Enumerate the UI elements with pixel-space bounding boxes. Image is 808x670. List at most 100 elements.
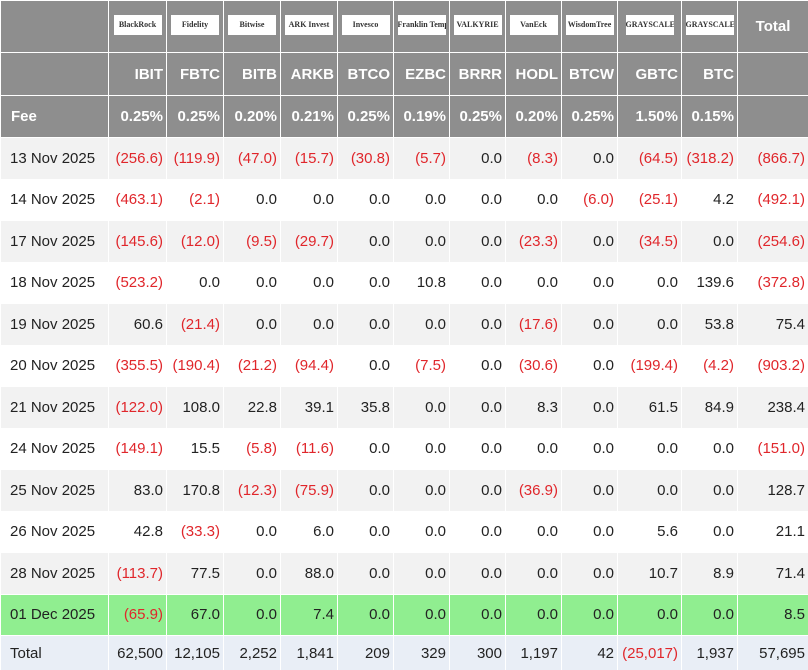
ticker: BTC — [681, 52, 738, 96]
flow-value: 0.0 — [561, 344, 618, 387]
flow-value: (903.2) — [737, 344, 808, 387]
flow-value: 0.0 — [449, 386, 506, 429]
total-label: Total — [0, 635, 109, 670]
flow-value: 0.0 — [561, 593, 618, 636]
flow-value: (94.4) — [280, 344, 338, 387]
logo-cell: Fidelity — [166, 0, 224, 53]
flow-value: 0.0 — [681, 469, 738, 512]
flow-value: 0.0 — [617, 593, 682, 636]
total-value: 300 — [449, 635, 506, 670]
fund-logo: VanEck — [509, 14, 558, 35]
logo-cell: Invesco — [337, 0, 394, 53]
flow-value: 88.0 — [280, 552, 338, 595]
flow-value: (151.0) — [737, 427, 808, 470]
flow-value: (7.5) — [393, 344, 450, 387]
flow-value: 0.0 — [393, 386, 450, 429]
flow-value: (64.5) — [617, 137, 682, 180]
flow-value: 0.0 — [337, 303, 394, 346]
date: 17 Nov 2025 — [0, 220, 109, 263]
flow-value: 0.0 — [393, 510, 450, 553]
flow-value: (113.7) — [108, 552, 167, 595]
logo-cell: ARK Invest — [280, 0, 338, 53]
flow-value: 0.0 — [223, 510, 281, 553]
data-row: 19 Nov 2025 60.6 (21.4) 0.0 0.0 0.0 0.0 0.0 (17.… — [0, 303, 808, 346]
flow-value: 0.0 — [393, 427, 450, 470]
flow-value: 42.8 — [108, 510, 167, 553]
fee: 0.25% — [449, 95, 506, 138]
flow-value: 0.0 — [337, 261, 394, 304]
flow-value: 0.0 — [393, 593, 450, 636]
fee: 0.25% — [561, 95, 618, 138]
flow-value: 139.6 — [681, 261, 738, 304]
flow-value: 22.8 — [223, 386, 281, 429]
flow-value: (199.4) — [617, 344, 682, 387]
flow-value: 4.2 — [681, 178, 738, 221]
flow-value: 0.0 — [280, 303, 338, 346]
ticker-row: IBIT FBTC BITB ARKB BTCO EZBC BRRR HODL BTCW GBTC… — [0, 52, 808, 96]
total-value: 12,105 — [166, 635, 224, 670]
total-value: 1,197 — [505, 635, 562, 670]
flow-value: 0.0 — [337, 178, 394, 221]
flow-value: (25.1) — [617, 178, 682, 221]
flow-value: 0.0 — [449, 344, 506, 387]
flow-value: 0.0 — [505, 427, 562, 470]
flow-value: 0.0 — [337, 469, 394, 512]
total-value: 2,252 — [223, 635, 281, 670]
flow-value: (21.2) — [223, 344, 281, 387]
fund-logo: Invesco — [341, 14, 390, 35]
ticker: BRRR — [449, 52, 506, 96]
ticker: BTCO — [337, 52, 394, 96]
flow-value: 10.8 — [393, 261, 450, 304]
fund-logo: ARK Invest — [285, 14, 333, 35]
flow-value: 0.0 — [337, 220, 394, 263]
flow-value: 0.0 — [280, 261, 338, 304]
logo-cell: Franklin Templeton — [393, 0, 450, 53]
flow-value: 0.0 — [280, 178, 338, 221]
flow-value: 0.0 — [166, 261, 224, 304]
flow-value: 0.0 — [505, 552, 562, 595]
total-value: 329 — [393, 635, 450, 670]
flow-value: (122.0) — [108, 386, 167, 429]
date: 24 Nov 2025 — [0, 427, 109, 470]
flow-value: 83.0 — [108, 469, 167, 512]
total-value: (25,017) — [617, 635, 682, 670]
fee-label: Fee — [0, 95, 109, 138]
data-row: 14 Nov 2025 (463.1) (2.1) 0.0 0.0 0.0 0.0 0.0 0.… — [0, 178, 808, 221]
flow-value: 0.0 — [449, 469, 506, 512]
flow-value: 71.4 — [737, 552, 808, 595]
spacer — [737, 52, 808, 96]
data-row: 24 Nov 2025 (149.1) 15.5 (5.8) (11.6) 0.0 0.0 0… — [0, 427, 808, 470]
flow-value: (47.0) — [223, 137, 281, 180]
flow-value: 0.0 — [681, 510, 738, 553]
flow-value: 75.4 — [737, 303, 808, 346]
ticker: BTCW — [561, 52, 618, 96]
flow-value: 0.0 — [617, 261, 682, 304]
flow-value: (318.2) — [681, 137, 738, 180]
flow-value: 5.6 — [617, 510, 682, 553]
fee: 1.50% — [617, 95, 682, 138]
date: 13 Nov 2025 — [0, 137, 109, 180]
flow-value: 0.0 — [449, 137, 506, 180]
data-row: 20 Nov 2025 (355.5) (190.4) (21.2) (94.4) 0.0… — [0, 344, 808, 387]
flow-value: 0.0 — [561, 552, 618, 595]
ticker: ARKB — [280, 52, 338, 96]
total-value: 1,937 — [681, 635, 738, 670]
flow-value: (34.5) — [617, 220, 682, 263]
fee: 0.25% — [108, 95, 167, 138]
flow-value: (75.9) — [280, 469, 338, 512]
flow-value: 108.0 — [166, 386, 224, 429]
flow-value: (15.7) — [280, 137, 338, 180]
flow-value: 0.0 — [337, 344, 394, 387]
flow-value: (29.7) — [280, 220, 338, 263]
total-value: 42 — [561, 635, 618, 670]
flow-value: (65.9) — [108, 593, 167, 636]
fee: 0.20% — [505, 95, 562, 138]
flow-value: 7.4 — [280, 593, 338, 636]
flow-value: 61.5 — [617, 386, 682, 429]
flow-value: 0.0 — [561, 386, 618, 429]
flow-value: 0.0 — [337, 427, 394, 470]
flow-value: (254.6) — [737, 220, 808, 263]
data-row: 01 Dec 2025 (65.9) 67.0 0.0 7.4 0.0 0.0 0.0 0.0 0… — [0, 593, 808, 636]
flow-value: 0.0 — [223, 178, 281, 221]
